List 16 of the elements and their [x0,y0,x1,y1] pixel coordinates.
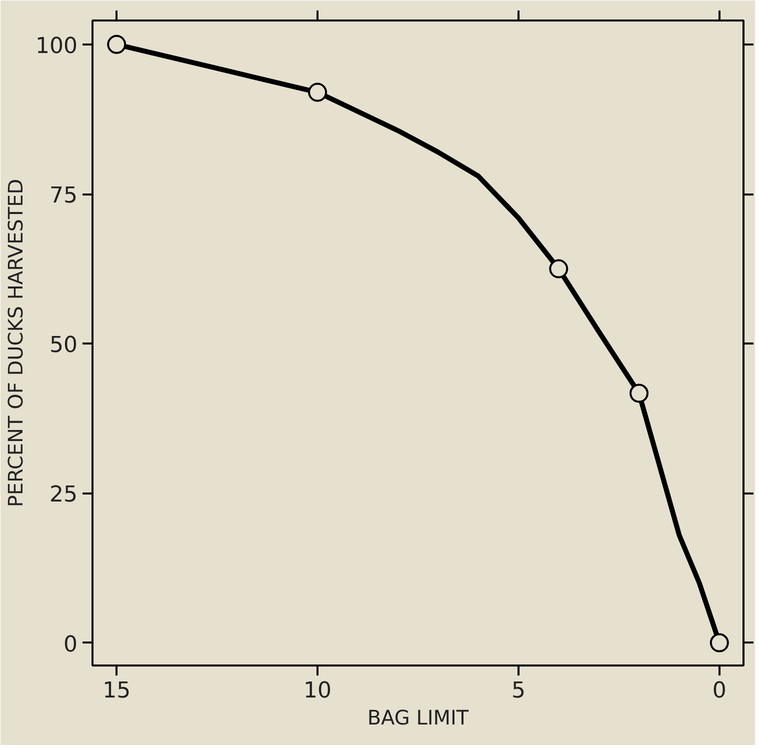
point [549,259,568,278]
x-axis-title: BAG LIMIT [367,706,470,730]
point [107,34,126,54]
y-tick-label: 0 [64,632,78,658]
y-tick-label: 25 [50,482,78,508]
point [308,82,328,102]
x-tick-label: 15 [102,678,131,704]
point [710,633,729,652]
x-tick-label: 0 [712,678,726,704]
x-tick-label: 10 [304,678,332,704]
y-axis-title: PERCENT OF DUCKS HARVESTED [4,178,28,508]
y-tick-label: 50 [50,333,78,358]
y-tick-label: 100 [36,34,78,59]
x-tick-label: 5 [511,678,526,704]
y-tick-label: 75 [50,184,78,209]
point [630,384,649,403]
